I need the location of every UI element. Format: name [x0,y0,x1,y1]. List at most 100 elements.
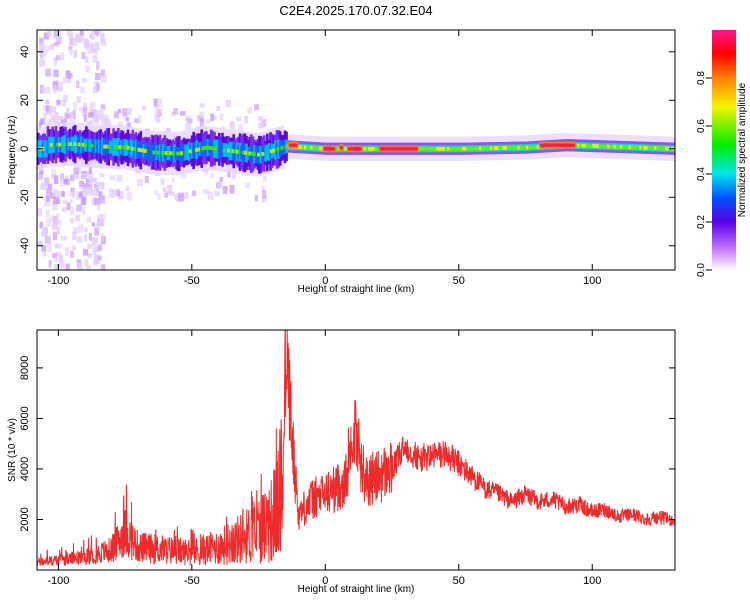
spectrogram-noise-cell [125,117,130,122]
spectrogram-crest-cell [496,146,500,151]
spectrogram-noise-cell [156,109,162,117]
spectrogram-noise-cell [219,176,223,183]
spectrogram-noise-cell [141,105,147,111]
spectrogram-noise-cell [57,226,61,235]
spectrogram-noise-cell [89,33,93,39]
spectrogram-crest-cell [600,144,604,149]
spectrogram-crest-cell [167,151,171,156]
x-tick-label: -100 [47,575,69,587]
spectrogram-crest-cell [244,150,248,155]
spectrogram-crest-cell [481,146,485,151]
spectrogram-crest-cell [214,146,218,151]
spectrogram-noise-cell [44,87,51,94]
spectrogram-crest-cell [177,151,181,156]
spectrogram-noise-cell [81,111,87,117]
spectrogram-crest-cell [652,146,656,150]
spectrogram-noise-cell [73,227,78,234]
spectrogram-noise-cell [83,114,87,122]
spectrogram-core-cell [149,144,152,159]
spectrogram-noise-cell [100,214,105,221]
spectrogram-noise-cell [50,215,55,222]
spectrogram-crest-cell [504,146,508,150]
spectrogram-noise-cell [48,260,52,268]
spectrogram-crest-cell [299,145,303,150]
spectrogram-crest-cell [519,145,523,150]
spectrogram-noise-cell [72,110,76,120]
colorbar-tick-label: 0.8 [696,71,707,85]
spectrogram-noise-cell [183,192,189,199]
spectrogram-crest-cell [656,146,660,151]
spectrogram-noise-cell [101,118,108,125]
spectrogram-noise-cell [127,108,132,116]
spectrogram-crest-cell [513,145,517,150]
spectrogram-noise-cell [46,209,50,218]
spectrogram-core-cell [120,139,123,155]
spectrogram-crest-cell [622,145,626,149]
spectrogram-noise-cell [222,185,228,195]
spectrogram-noise-cell [73,50,78,58]
y-tick-label: 20 [19,94,31,106]
spectrogram-noise-cell [87,181,93,187]
snr-panel: -100 -50 0 50 100 2000 4000 6000 8000 Height of… [7,329,676,595]
spectrogram-noise-cell [108,188,115,198]
spectrogram-noise-cell [103,114,109,121]
spectrogram-core-cell [93,136,96,156]
spectrogram-crest-cell [308,145,312,150]
spectrogram-noise-cell [61,190,65,198]
spectrogram-noise-cell [79,180,85,188]
spectrogram-noise-cell [216,106,221,111]
spectrogram-noise-cell [83,234,88,242]
spectrogram-crest-cell [419,146,423,151]
spectrogram-noise-cell [162,187,167,193]
spectrogram-noise-cell [116,174,123,182]
spectrogram-crest-cell [511,145,515,150]
spectrogram-noise-cell [65,247,69,256]
spectrogram-noise-cell [199,103,205,108]
spectrogram-crest-cell [321,146,325,151]
spectrogram-noise-cell [63,76,68,84]
spectrogram-noise-cell [47,118,52,126]
spectrogram-crest-cell [647,145,651,150]
spectrogram-noise-cell [91,189,98,197]
spectrogram-crest-cell [344,146,348,151]
spectrogram-noise-cell [55,35,61,40]
spectrogram-crest-cell [637,145,641,150]
spectrogram-core-cell [46,136,50,154]
spectrogram-crest-cell [487,146,491,151]
spectrogram-noise-cell [72,231,77,241]
spectrogram-noise-cell [92,246,97,256]
spectrogram-core-cell [259,145,263,164]
chart-title: C2E4.2025.170.07.32.E04 [279,3,432,18]
spectrogram-noise-cell [153,98,158,107]
spectrogram-core-cell [53,136,56,154]
spectrogram-noise-cell [55,251,62,256]
spectrogram-crest-cell [442,146,446,151]
spectrogram-noise-cell [154,107,159,116]
spectrogram-crest-cell [521,145,525,150]
spectrogram-crest-cell [453,146,457,151]
spectrogram-core-cell [221,143,224,157]
spectrogram-noise-cell [137,179,144,187]
spectrogram-crest-cell [137,147,141,152]
spectrogram-noise-cell [39,221,44,229]
spectrogram-noise-cell [92,236,98,243]
spectrogram-crest-cell [615,144,619,149]
spectrogram-noise-cell [76,236,83,243]
colorbar-tick-label: 0.2 [696,215,707,229]
spectrogram-core-cell [254,145,258,164]
spectrogram-noise-cell [42,112,47,119]
spectrogram-noise-cell [214,191,220,196]
spectrogram-crest-cell [506,145,510,150]
spectrogram-noise-cell [203,189,209,194]
spectrogram-noise-cell [53,69,59,78]
spectrogram-noise-cell [91,177,98,183]
spectrogram-x-axis-label: Height of straight line (km) [298,284,415,295]
spectrogram-noise-cell [49,109,53,116]
spectrogram-crest-cell [579,143,583,148]
spectrogram-noise-cell [100,74,107,84]
spectrogram-core-cell [99,139,103,154]
spectrogram-crest-cell [66,142,70,147]
spectrogram-noise-cell [53,41,60,47]
spectrogram-crest-cell [269,149,273,154]
